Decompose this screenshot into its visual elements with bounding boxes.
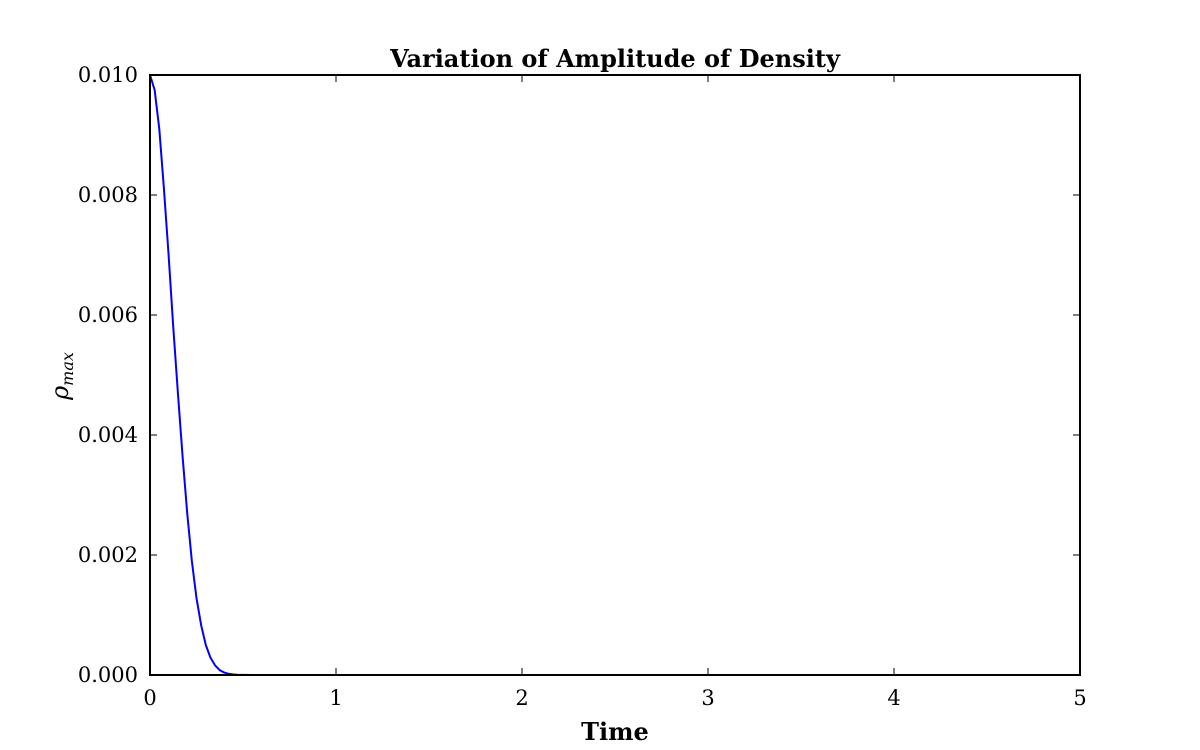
data-line [149, 74, 1080, 676]
y-axis-label-subscript: max [58, 352, 77, 386]
x-tick-label: 1 [329, 686, 342, 710]
y-tick-label: 0.000 [78, 663, 138, 687]
x-axis-label: Time [581, 717, 649, 746]
y-tick-label: 0.006 [78, 303, 138, 327]
plot-area: 0 1 2 3 4 5 0.000 0.002 0.004 0.006 0.008 0.010 [78, 63, 1087, 710]
x-tick-label: 2 [515, 686, 528, 710]
x-tick-label: 0 [143, 686, 156, 710]
y-axis-label-symbol: ρ [46, 386, 74, 401]
y-axis-label: ρmax [46, 352, 77, 401]
y-tick-label: 0.010 [78, 63, 138, 87]
x-tick-label: 3 [701, 686, 714, 710]
y-tick-label: 0.008 [78, 183, 138, 207]
y-tick-label: 0.004 [78, 423, 138, 447]
y-tick-label: 0.002 [78, 543, 138, 567]
x-tick-label: 4 [887, 686, 900, 710]
plot-frame [149, 74, 1081, 676]
chart-title: Variation of Amplitude of Density [389, 44, 841, 73]
x-tick-label: 5 [1073, 686, 1086, 710]
